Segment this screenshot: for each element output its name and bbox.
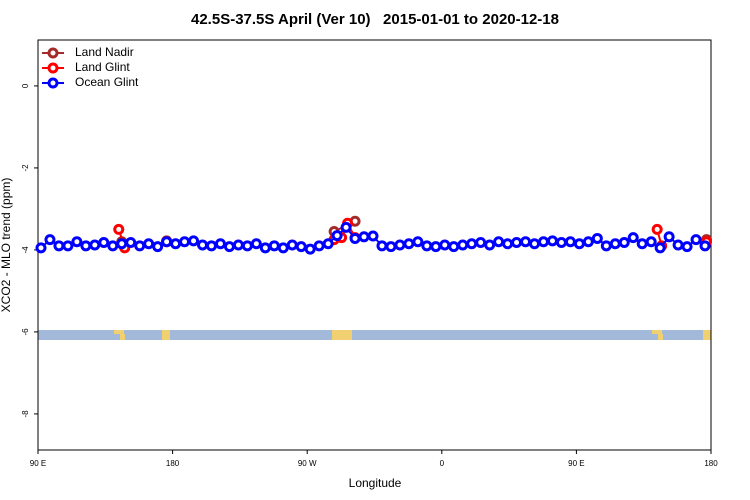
x-axis-label: Longitude (349, 476, 402, 490)
data-point (44, 234, 56, 246)
data-point (152, 241, 164, 253)
y-tick-label: -6 (21, 328, 30, 336)
data-point (618, 237, 630, 249)
data-point (654, 242, 666, 254)
x-tick-label: 90 E (30, 459, 46, 468)
y-axis-label: XCO2 - MLO trend (ppm) (0, 178, 13, 313)
data-point (672, 239, 684, 251)
data-point (89, 239, 101, 251)
y-tick-label: -8 (21, 410, 30, 418)
data-point (475, 237, 487, 249)
data-point (358, 231, 370, 243)
data-point (537, 236, 549, 248)
legend-marker (47, 47, 59, 59)
data-point (125, 237, 137, 249)
data-point (223, 241, 235, 253)
data-point (627, 232, 639, 244)
data-point (699, 240, 711, 252)
data-point (134, 240, 146, 252)
data-point (53, 240, 65, 252)
data-point (286, 239, 298, 251)
data-point (268, 240, 280, 252)
data-point (493, 236, 505, 248)
data-point (259, 242, 271, 254)
data-point (582, 236, 594, 248)
legend-marker (47, 77, 59, 89)
data-point (636, 238, 648, 250)
data-point (331, 230, 343, 242)
data-point (143, 238, 155, 250)
x-tick-label: 90 W (298, 459, 317, 468)
data-point (421, 240, 433, 252)
data-point (448, 241, 460, 253)
data-point (98, 237, 110, 249)
data-point (511, 237, 523, 249)
y-tick-label: -2 (21, 164, 30, 172)
data-point (457, 239, 469, 251)
x-tick-label: 180 (704, 459, 718, 468)
data-point (349, 232, 361, 244)
x-tick-label: 90 E (568, 459, 584, 468)
data-point (107, 240, 119, 252)
data-point (466, 238, 478, 250)
data-point (681, 241, 693, 253)
data-point (600, 240, 612, 252)
data-point (241, 240, 253, 252)
data-point (188, 235, 200, 247)
x-tick-label: 0 (440, 459, 445, 468)
data-point (313, 240, 325, 252)
data-point (385, 241, 397, 253)
data-point (322, 238, 334, 250)
legend-label: Land Glint (75, 60, 130, 74)
data-point (250, 238, 262, 250)
y-tick-label: 0 (21, 83, 30, 88)
data-point (62, 240, 74, 252)
surface-strip (38, 330, 711, 340)
legend-label: Land Nadir (75, 45, 134, 59)
data-point (394, 239, 406, 251)
data-point (439, 239, 451, 251)
data-point (80, 240, 92, 252)
data-point (113, 223, 125, 235)
data-point (340, 221, 352, 233)
data-point (71, 236, 83, 248)
data-point (609, 238, 621, 250)
data-point (232, 239, 244, 251)
data-point (564, 236, 576, 248)
data-point (651, 223, 663, 235)
legend-label: Ocean Glint (75, 75, 139, 89)
data-point (376, 240, 388, 252)
data-point (663, 231, 675, 243)
data-point (555, 237, 567, 249)
data-point (484, 239, 496, 251)
data-point (430, 241, 442, 253)
data-point (197, 239, 209, 251)
data-point (546, 235, 558, 247)
data-point (277, 242, 289, 254)
data-point (367, 230, 379, 242)
data-point (170, 238, 182, 250)
data-point (35, 242, 47, 254)
data-point (304, 243, 316, 255)
data-point (502, 238, 514, 250)
data-point (116, 238, 128, 250)
data-point (179, 236, 191, 248)
data-point (412, 236, 424, 248)
data-point (205, 240, 217, 252)
x-tick-label: 180 (166, 459, 180, 468)
data-point (214, 238, 226, 250)
legend-marker (47, 62, 59, 74)
data-point (573, 238, 585, 250)
data-point (403, 238, 415, 250)
data-point (690, 234, 702, 246)
data-point (591, 232, 603, 244)
data-point (161, 236, 173, 248)
data-point (295, 241, 307, 253)
data-point (520, 236, 532, 248)
chart-title: 42.5S-37.5S April (Ver 10) 2015-01-01 to… (191, 11, 559, 28)
data-point (529, 238, 541, 250)
data-point (645, 236, 657, 248)
y-tick-label: -4 (21, 246, 30, 254)
